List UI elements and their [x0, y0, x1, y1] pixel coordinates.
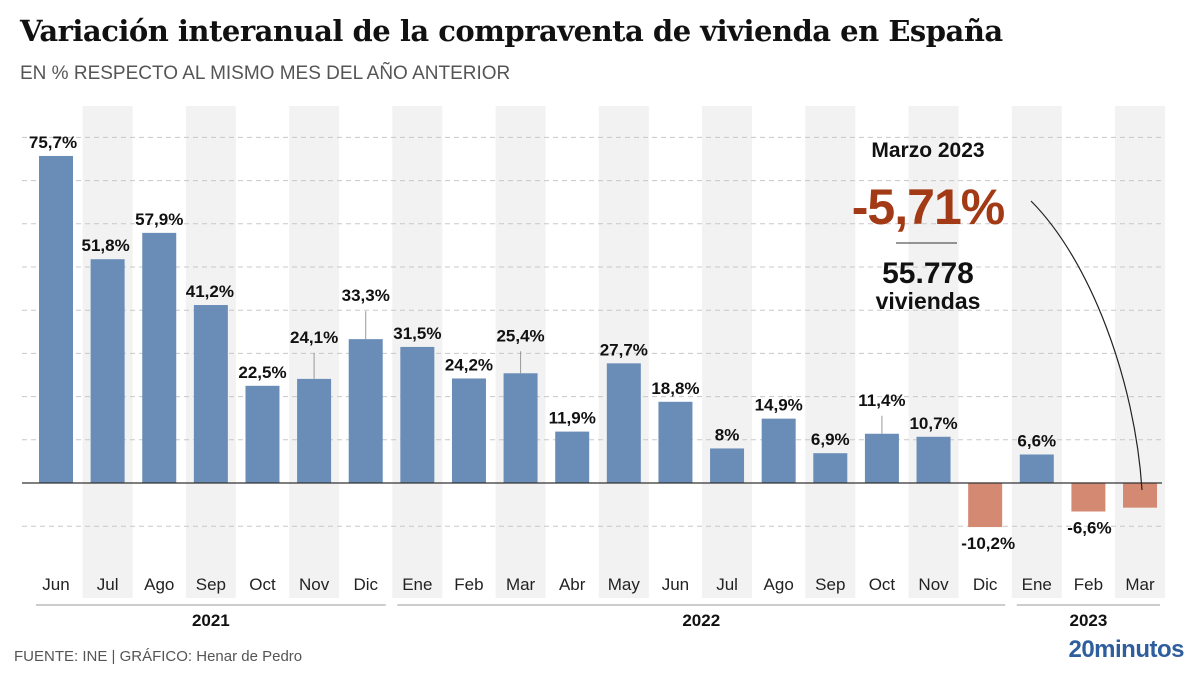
bar [606, 363, 641, 483]
column-band [598, 106, 649, 598]
month-label: Jun [42, 575, 69, 594]
column-band [1115, 106, 1166, 598]
month-label: Feb [454, 575, 483, 594]
month-label: Jul [716, 575, 738, 594]
data-label: 6,9% [811, 430, 850, 449]
callout: Marzo 2023 -5,71% 55.778 viviendas [852, 139, 1143, 491]
bar [864, 433, 899, 483]
column-band [1011, 106, 1062, 598]
month-label: Mar [506, 575, 536, 594]
data-label: 31,5% [393, 324, 441, 343]
bar [761, 418, 796, 483]
month-label: Abr [559, 575, 586, 594]
chart-title: Variación interanual de la compraventa d… [20, 14, 1003, 48]
bar [710, 448, 745, 483]
callout-unit: viviendas [876, 288, 981, 314]
month-label: Mar [1125, 575, 1155, 594]
month-label: Dic [353, 575, 378, 594]
column-band [702, 106, 753, 598]
year-label: 2021 [192, 611, 230, 630]
year-labels: 2021 2022 2023 [36, 604, 1161, 630]
data-label: 27,7% [600, 340, 648, 359]
bar [400, 346, 435, 483]
bar [1071, 483, 1106, 512]
data-label: 18,8% [651, 379, 699, 398]
data-label: 14,9% [755, 396, 803, 415]
data-label: 75,7% [29, 133, 77, 152]
month-label: Nov [299, 575, 330, 594]
callout-value: -5,71% [852, 179, 1005, 235]
bar [297, 378, 332, 483]
source-credit: FUENTE: INE | GRÁFICO: Henar de Pedro [14, 648, 303, 665]
bar [916, 436, 951, 483]
bar [90, 259, 125, 483]
year-label: 2023 [1069, 611, 1107, 630]
bar [193, 305, 228, 483]
bar [813, 453, 848, 483]
month-label: Oct [249, 575, 276, 594]
data-label: 57,9% [135, 210, 183, 229]
month-label: Jul [97, 575, 119, 594]
data-label: 8% [715, 425, 740, 444]
column-band [805, 106, 856, 598]
bars [39, 155, 1158, 528]
month-label: Dic [973, 575, 998, 594]
column-band [289, 106, 340, 598]
data-label: 41,2% [186, 282, 234, 301]
month-label: May [608, 575, 641, 594]
month-label: Ago [764, 575, 794, 594]
year-label: 2022 [682, 611, 720, 630]
bar [142, 232, 177, 483]
callout-title: Marzo 2023 [871, 139, 984, 162]
bar [658, 401, 693, 483]
bar [968, 483, 1003, 528]
bar [245, 385, 280, 483]
month-label: Jun [662, 575, 689, 594]
callout-arrow [1030, 200, 1143, 491]
month-label: Sep [815, 575, 845, 594]
bar-labels: 75,7% 51,8% 57,9% 41,2% 22,5%24,1% 33,3%31,5%… [29, 133, 1112, 553]
bar [348, 339, 383, 483]
data-label: -10,2% [961, 534, 1015, 553]
bar [39, 155, 73, 483]
data-label: 33,3% [342, 286, 390, 305]
data-label: 25,4% [496, 326, 544, 345]
label-leaders [313, 311, 883, 434]
bar [1123, 483, 1158, 508]
month-label: Nov [918, 575, 949, 594]
data-label: 24,2% [445, 355, 493, 374]
brand-logo: 20minutos [1068, 636, 1184, 663]
month-label: Oct [869, 575, 896, 594]
bar [503, 373, 538, 483]
data-label: -6,6% [1067, 519, 1111, 538]
month-label: Ago [144, 575, 174, 594]
bar [555, 431, 590, 483]
month-label: Feb [1074, 575, 1103, 594]
bar [1019, 454, 1054, 483]
data-label: 11,4% [858, 391, 905, 410]
month-label: Ene [1022, 575, 1052, 594]
column-band [908, 106, 959, 598]
data-label: 51,8% [82, 236, 130, 255]
chart-subtitle: EN % RESPECTO AL MISMO MES DEL AÑO ANTER… [20, 63, 511, 84]
data-label: 24,1% [290, 328, 338, 347]
data-label: 11,9% [549, 409, 596, 428]
data-label: 10,7% [909, 414, 957, 433]
data-label: 22,5% [238, 363, 286, 382]
month-label: Ene [402, 575, 432, 594]
month-labels: Jun Jul Ago Sep Oct Nov Dic Ene Feb Mar Abr May Jun J… [42, 575, 1155, 594]
month-label: Sep [196, 575, 226, 594]
callout-count: 55.778 [882, 257, 974, 290]
bar [451, 378, 486, 483]
data-label: 6,6% [1017, 431, 1056, 450]
